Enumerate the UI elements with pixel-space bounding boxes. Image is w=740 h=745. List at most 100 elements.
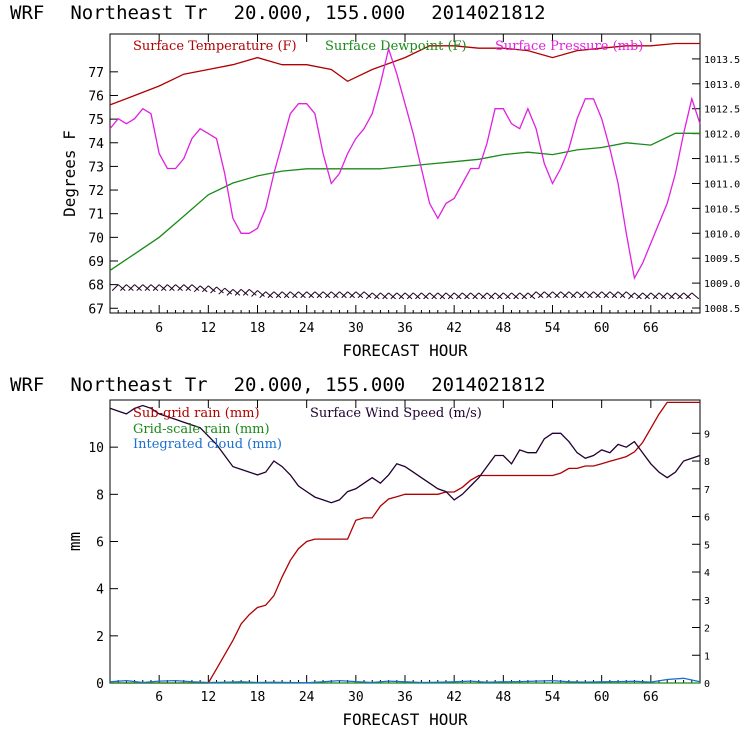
wind-barb xyxy=(201,285,209,293)
y2-tick-label: 1011.5 xyxy=(704,155,740,166)
wind-barb-flag xyxy=(281,291,290,299)
chart-header: WRF Northeast Tr 20.000, 155.000 2014021812 xyxy=(10,2,546,24)
wind-barb xyxy=(529,291,537,299)
series-line-surface-temperature-f xyxy=(109,42,700,106)
wind-barb-flag xyxy=(634,292,642,300)
wind-barb-flag xyxy=(462,292,470,300)
wind-barb-flag xyxy=(486,292,495,300)
y2-tick-label: 1008.5 xyxy=(704,304,740,315)
y-tick-label: 75 xyxy=(88,113,104,128)
wind-barb xyxy=(554,291,562,299)
wind-barb-flag xyxy=(347,291,355,299)
wind-barb xyxy=(456,292,463,300)
x-tick-label: 24 xyxy=(299,690,315,705)
wind-barb-flag xyxy=(142,284,151,292)
wind-barb xyxy=(152,284,160,291)
wind-barb xyxy=(210,286,217,294)
wind-barb-flag xyxy=(437,292,446,300)
wind-barb-flag xyxy=(298,291,306,299)
wind-barb xyxy=(349,291,357,299)
chart-header: WRF Northeast Tr 20.000, 155.000 2014021812 xyxy=(10,374,546,396)
wind-barb-flag xyxy=(601,291,609,299)
wind-barb-flag xyxy=(404,292,413,300)
wind-barb-flag xyxy=(355,291,364,299)
wind-barb-flag xyxy=(535,291,544,299)
wind-barb-flag xyxy=(519,292,528,300)
wind-barb-flag xyxy=(478,292,487,300)
header-part-2: 20.000, 155.000 xyxy=(234,2,406,24)
wind-barb-flag xyxy=(380,292,388,300)
series-line-integrated-cloud-mm xyxy=(109,677,701,684)
series-line-sub-grid-rain-mm xyxy=(110,401,700,684)
y-tick-label: 10 xyxy=(88,441,104,456)
wind-barb xyxy=(267,291,275,299)
x-tick-label: 48 xyxy=(496,690,512,705)
wind-barb xyxy=(218,287,226,295)
y-tick-label: 4 xyxy=(96,583,104,598)
wind-barb-flag xyxy=(306,291,314,299)
wind-barb-flag xyxy=(617,291,626,299)
wind-barb xyxy=(144,284,152,291)
y-tick-label: 70 xyxy=(88,231,104,246)
wind-barb xyxy=(177,284,185,291)
wind-barb-flag xyxy=(248,288,257,296)
wind-barb-flag xyxy=(322,291,331,299)
wind-barb-flag xyxy=(396,292,405,300)
wind-barb xyxy=(308,291,316,299)
y2-tick-label: 1011.0 xyxy=(704,179,740,190)
y-tick-label: 74 xyxy=(88,137,104,152)
wind-barb xyxy=(111,284,119,291)
wind-barb-flag xyxy=(158,284,167,292)
wind-barb xyxy=(415,292,422,300)
y2-tick-label: 0 xyxy=(704,679,710,690)
wind-barb-flag xyxy=(199,285,208,293)
wind-barb-flag xyxy=(609,291,618,299)
y2-tick-label: 3 xyxy=(704,596,710,607)
y-tick-label: 67 xyxy=(88,302,104,317)
header-part-3: 2014021812 xyxy=(431,2,545,24)
wind-barb xyxy=(488,292,496,300)
wind-barb-flag xyxy=(273,291,282,299)
wind-barb-flag xyxy=(560,291,569,299)
wind-barb xyxy=(587,291,594,299)
wind-barb-flag xyxy=(584,291,593,299)
wind-barb xyxy=(136,284,144,291)
wind-barb-flag xyxy=(232,288,241,296)
wind-barb-flag xyxy=(117,284,126,292)
wind-barb xyxy=(595,291,603,299)
wind-barb xyxy=(423,292,430,300)
wind-barb xyxy=(562,291,570,299)
wind-barb-flag xyxy=(666,292,675,300)
y2-tick-label: 2 xyxy=(704,624,710,635)
wind-barb xyxy=(128,284,135,291)
wind-barb xyxy=(324,291,332,299)
header-part-0: WRF xyxy=(10,374,44,396)
y2-tick-label: 1013.0 xyxy=(704,80,740,91)
wind-barb xyxy=(316,291,324,299)
wind-barb-flag xyxy=(691,292,700,300)
x-tick-label: 12 xyxy=(201,690,217,705)
wind-barb xyxy=(382,292,389,300)
wind-barb xyxy=(669,292,676,300)
y2-tick-label: 1013.5 xyxy=(704,55,740,66)
wind-barb-flag xyxy=(240,288,249,296)
x-tick-label: 66 xyxy=(643,690,659,705)
y-tick-label: 77 xyxy=(88,66,104,81)
wind-barb xyxy=(677,292,684,300)
wind-barb xyxy=(447,292,455,300)
wind-barb xyxy=(521,292,529,300)
wind-barb-flag xyxy=(289,291,298,299)
x-tick-label: 30 xyxy=(348,690,364,705)
wind-barb xyxy=(644,292,652,300)
x-tick-label: 30 xyxy=(348,321,364,336)
wind-barb xyxy=(185,284,193,291)
wind-barb xyxy=(251,290,258,297)
wind-barb xyxy=(283,291,291,299)
wind-barb-flag xyxy=(421,292,429,300)
wind-barb xyxy=(300,291,308,299)
y2-tick-label: 6 xyxy=(704,513,710,524)
header-part-0: WRF xyxy=(10,2,44,24)
wind-barb-flag xyxy=(134,284,142,292)
wind-barb-flag xyxy=(568,291,577,299)
